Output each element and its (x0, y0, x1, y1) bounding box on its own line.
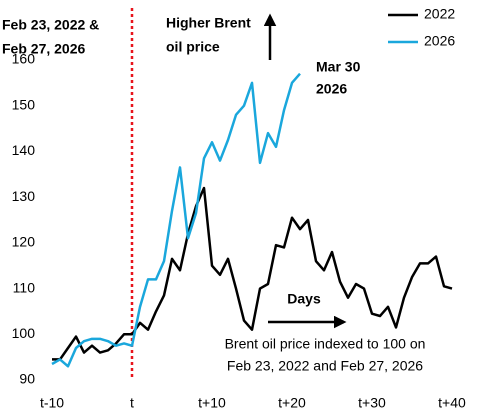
series-line (51, 72, 301, 368)
x-tick-label: t (130, 395, 134, 411)
legend-label: 2022 (424, 6, 455, 22)
x-tick-label: t-10 (40, 395, 64, 411)
y-tick-label: 140 (12, 142, 36, 158)
annotation: Days (287, 291, 321, 307)
y-tick-label: 110 (13, 279, 36, 295)
x-tick-label: t+20 (278, 395, 306, 411)
legend-label: 2026 (424, 33, 455, 49)
x-tick-label: t+10 (198, 395, 226, 411)
x-tick-label: t+40 (438, 395, 466, 411)
reference-label: Feb 27, 2026 (2, 41, 85, 57)
annotation: oil price (166, 39, 220, 55)
annotation: Feb 23, 2022 and Feb 27, 2026 (227, 358, 423, 374)
y-tick-label: 100 (12, 325, 36, 341)
annotation: Brent oil price indexed to 100 on (225, 336, 426, 352)
y-tick-label: 90 (19, 371, 35, 387)
annotation: Mar 30 (316, 59, 361, 75)
annotation: 2026 (316, 81, 347, 97)
y-tick-label: 130 (12, 188, 36, 204)
x-tick-label: t+30 (358, 395, 386, 411)
reference-label: Feb 23, 2022 & (2, 17, 99, 33)
y-tick-label: 160 (12, 51, 36, 67)
annotation: Higher Brent (166, 15, 251, 31)
series-line (52, 186, 453, 361)
y-tick-label: 150 (12, 96, 36, 112)
y-tick-label: 120 (12, 234, 36, 250)
